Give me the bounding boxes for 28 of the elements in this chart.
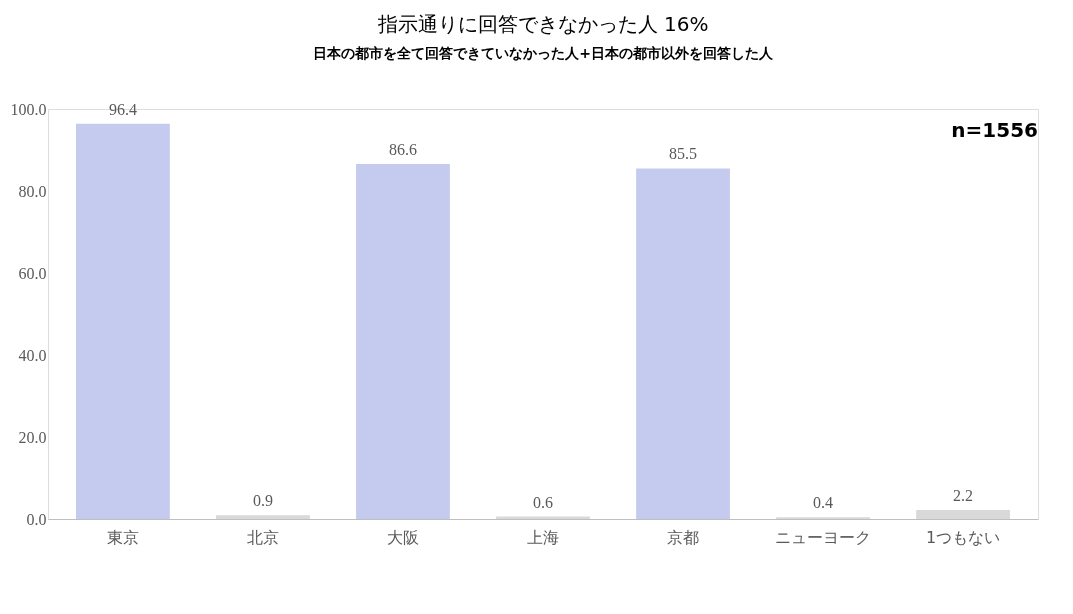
x-tick-label: 京都 <box>667 527 700 547</box>
x-tick-label: 1つもない <box>925 527 1001 547</box>
bar <box>76 123 170 519</box>
x-tick-label: ニューヨーク <box>775 527 872 547</box>
x-tick-label: 上海 <box>527 527 559 547</box>
bar <box>356 163 450 519</box>
bar <box>636 168 730 519</box>
data-label: 85.5 <box>669 145 698 163</box>
data-label: 96.4 <box>108 100 137 118</box>
data-label: 2.2 <box>953 486 974 504</box>
bar <box>916 509 1010 519</box>
chart-title: 指示通りに回答できなかった人 16% <box>376 12 709 36</box>
y-tick-label: 40.0 <box>18 346 47 364</box>
y-tick-label: 80.0 <box>18 182 47 200</box>
x-tick-label: 東京 <box>106 527 139 547</box>
data-label: 86.6 <box>388 140 417 158</box>
y-tick-label: 0.0 <box>26 510 47 528</box>
bar <box>216 515 310 519</box>
chart-subtitle: 日本の都市を全て回答できていなかった人+日本の都市以外を回答した人 <box>313 45 774 61</box>
y-tick-label: 20.0 <box>18 428 47 446</box>
x-tick-label: 北京 <box>246 527 279 547</box>
data-label: 0.4 <box>813 494 834 512</box>
data-label: 0.6 <box>533 493 553 511</box>
y-tick-label: 100.0 <box>10 100 47 118</box>
data-label: 0.9 <box>252 492 273 510</box>
x-tick-label: 大阪 <box>386 527 419 547</box>
annotation: n=1556 <box>951 118 1038 142</box>
y-tick-label: 60.0 <box>18 264 47 282</box>
